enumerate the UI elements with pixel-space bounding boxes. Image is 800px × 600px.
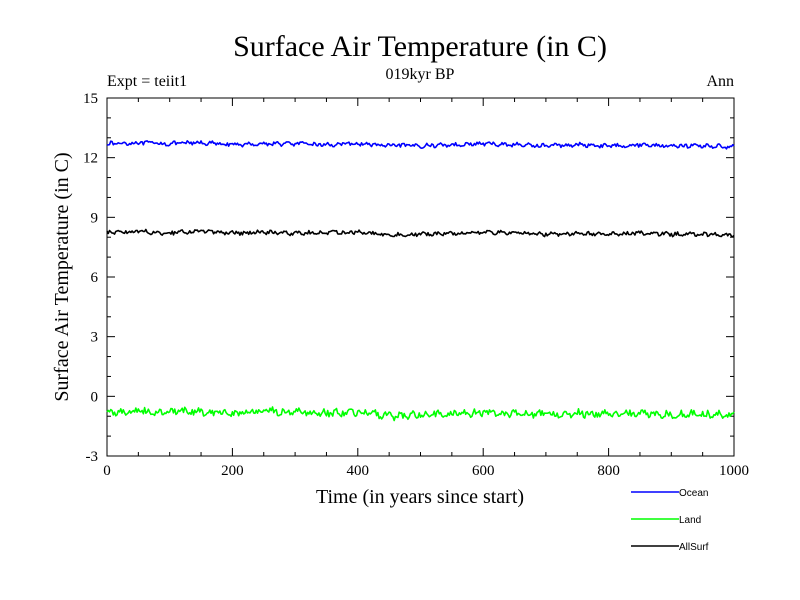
- chart-title: Surface Air Temperature (in C): [233, 30, 607, 63]
- y-tick-label: 15: [83, 91, 98, 107]
- x-axis-label: Time (in years since start): [316, 486, 524, 508]
- x-tick-label: 800: [597, 463, 620, 479]
- x-tick-label: 1000: [719, 463, 749, 479]
- x-tick-label: 200: [221, 463, 244, 479]
- season-note: Ann: [706, 73, 734, 90]
- legend-label-allsurf: AllSurf: [679, 542, 709, 553]
- experiment-note: Expt = teiit1: [107, 73, 187, 90]
- y-axis-label: Surface Air Temperature (in C): [51, 152, 73, 401]
- series-line-allsurf: [106, 228, 735, 238]
- series-lines: [106, 140, 735, 422]
- x-tick-label: 0: [103, 463, 111, 479]
- x-tick-label: 400: [347, 463, 370, 479]
- legend: Ocean Land AllSurf: [631, 488, 709, 553]
- y-tick-label: 0: [91, 389, 99, 405]
- y-tick-label: 6: [91, 270, 99, 286]
- chart-subtitle: 019kyr BP: [386, 66, 455, 83]
- series-line-land: [106, 406, 735, 422]
- y-tick-label: 9: [91, 210, 99, 226]
- y-tick-label: -3: [86, 449, 99, 465]
- y-tick-label: 3: [91, 330, 99, 346]
- y-tick-label: 12: [83, 151, 98, 167]
- legend-label-ocean: Ocean: [679, 488, 708, 499]
- legend-label-land: Land: [679, 515, 701, 526]
- x-tick-label: 600: [472, 463, 495, 479]
- plot-frame: [106, 97, 735, 457]
- series-line-ocean: [106, 140, 735, 150]
